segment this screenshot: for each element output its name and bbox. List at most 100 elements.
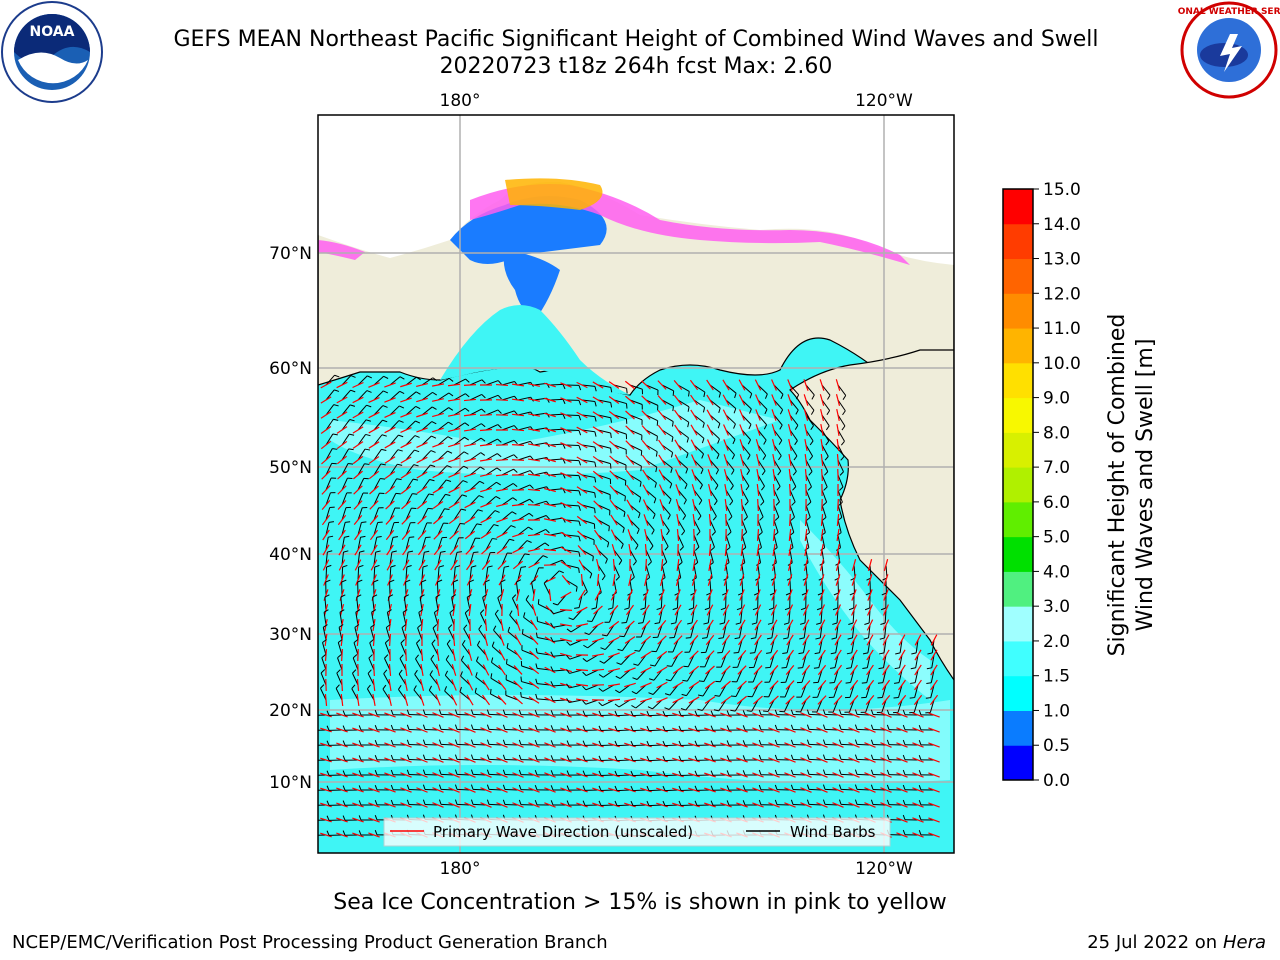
wave-direction-arrow bbox=[496, 712, 508, 718]
wind-barb bbox=[661, 474, 673, 485]
wind-barb-flag bbox=[502, 799, 506, 805]
wave-direction-arrow bbox=[384, 426, 396, 434]
wave-direction-arrow bbox=[592, 712, 604, 718]
colorbar-segment bbox=[1003, 640, 1033, 677]
wind-barb bbox=[488, 743, 503, 746]
wind-barb bbox=[469, 408, 482, 416]
wind-barb-flag bbox=[327, 550, 333, 553]
wind-barb bbox=[597, 444, 611, 449]
wind-barb bbox=[482, 597, 487, 611]
wind-barb bbox=[613, 534, 624, 545]
wave-direction-arrow bbox=[708, 543, 712, 557]
wind-barb-flag bbox=[455, 565, 461, 568]
wave-direction-arrow bbox=[432, 457, 444, 463]
wind-barb bbox=[882, 669, 887, 683]
wind-barb-flag bbox=[342, 740, 346, 746]
wind-barb-flag bbox=[702, 422, 705, 428]
wind-barb bbox=[915, 639, 919, 653]
wave-direction-arrow bbox=[720, 787, 732, 793]
wave-direction-arrow bbox=[400, 412, 412, 418]
wind-barb-flag bbox=[685, 468, 689, 474]
wind-barb bbox=[357, 434, 366, 446]
wave-direction-arrow bbox=[353, 470, 363, 480]
wind-barb bbox=[680, 774, 695, 777]
wave-direction-arrow bbox=[817, 664, 827, 676]
wind-barb-flag bbox=[390, 769, 394, 775]
wind-barb-flag bbox=[698, 680, 704, 682]
wind-barb-flag bbox=[582, 770, 586, 776]
wave-direction-arrow bbox=[483, 634, 489, 646]
wind-barb-flag bbox=[758, 531, 763, 536]
wind-barb-flag bbox=[750, 637, 756, 640]
wave-direction-arrow bbox=[800, 742, 812, 748]
wind-barb bbox=[421, 377, 434, 386]
wind-barb-flag bbox=[698, 500, 703, 505]
wave-direction-arrow bbox=[575, 698, 589, 702]
wave-direction-arrow bbox=[450, 694, 458, 706]
wave-direction-arrow bbox=[672, 727, 684, 733]
wind-barb bbox=[786, 639, 791, 653]
wave-direction-arrow bbox=[673, 409, 683, 421]
wind-barb-flag bbox=[444, 508, 450, 510]
wave-direction-arrow bbox=[624, 772, 636, 778]
wave-direction-arrow bbox=[511, 443, 525, 447]
wind-barb bbox=[648, 759, 663, 762]
wind-barb-flag bbox=[918, 725, 922, 731]
wind-barb bbox=[856, 773, 871, 776]
wind-barb bbox=[725, 414, 736, 425]
wave-direction-arrow bbox=[624, 651, 636, 659]
wind-barb bbox=[645, 474, 657, 484]
wave-direction-arrow bbox=[369, 529, 379, 541]
wind-barb bbox=[808, 743, 823, 746]
wave-direction-arrow bbox=[848, 742, 860, 748]
wave-direction-arrow bbox=[752, 727, 764, 733]
wave-direction-arrow bbox=[323, 604, 329, 616]
wave-direction-arrow bbox=[607, 698, 621, 702]
wind-barb bbox=[616, 744, 631, 747]
wind-barb-flag bbox=[550, 740, 554, 746]
wave-direction-arrow bbox=[736, 742, 748, 748]
wind-barb-flag bbox=[390, 724, 394, 730]
wave-direction-arrow bbox=[740, 559, 744, 571]
wind-barb-flag bbox=[562, 473, 566, 479]
wave-direction-arrow bbox=[657, 380, 667, 390]
wave-direction-arrow bbox=[739, 454, 745, 466]
wave-direction-arrow bbox=[672, 787, 684, 793]
wave-direction-arrow bbox=[368, 742, 380, 748]
wind-barb-flag bbox=[699, 484, 703, 490]
wave-direction-arrow bbox=[352, 381, 364, 389]
wind-barb bbox=[565, 579, 578, 588]
wind-barb bbox=[429, 674, 439, 686]
wave-direction-arrow bbox=[531, 604, 537, 616]
wind-barb bbox=[757, 399, 768, 410]
wind-barb-flag bbox=[512, 497, 518, 501]
wave-direction-arrow bbox=[802, 619, 810, 631]
wind-barb bbox=[848, 699, 855, 713]
wind-barb bbox=[468, 581, 471, 596]
wind-barb-flag bbox=[460, 671, 463, 677]
wave-direction-arrow bbox=[722, 394, 730, 406]
wind-barb-flag bbox=[342, 770, 346, 776]
wave-direction-arrow bbox=[769, 649, 779, 661]
wind-barb bbox=[356, 597, 359, 611]
wind-barb-flag bbox=[718, 392, 721, 398]
wave-direction-arrow bbox=[528, 561, 540, 569]
wind-barb-flag bbox=[390, 565, 396, 568]
wave-direction-arrow bbox=[528, 398, 540, 402]
wind-barb-flag bbox=[911, 652, 917, 655]
wind-barb-flag bbox=[398, 420, 404, 423]
wave-direction-arrow bbox=[352, 727, 364, 733]
wind-barb-flag bbox=[591, 607, 597, 610]
wind-barb-flag bbox=[418, 609, 424, 613]
wind-barb bbox=[517, 540, 528, 551]
wind-barb-flag bbox=[490, 688, 492, 694]
lat-label: 10°N bbox=[269, 773, 312, 793]
wind-barb bbox=[456, 788, 471, 791]
wind-barb-flag bbox=[594, 508, 596, 514]
wind-barb-flag bbox=[534, 724, 538, 731]
wind-barb-flag bbox=[630, 740, 634, 746]
wind-barb-flag bbox=[918, 785, 922, 791]
lat-label: 50°N bbox=[269, 458, 312, 478]
wave-direction-arrow bbox=[674, 469, 682, 481]
